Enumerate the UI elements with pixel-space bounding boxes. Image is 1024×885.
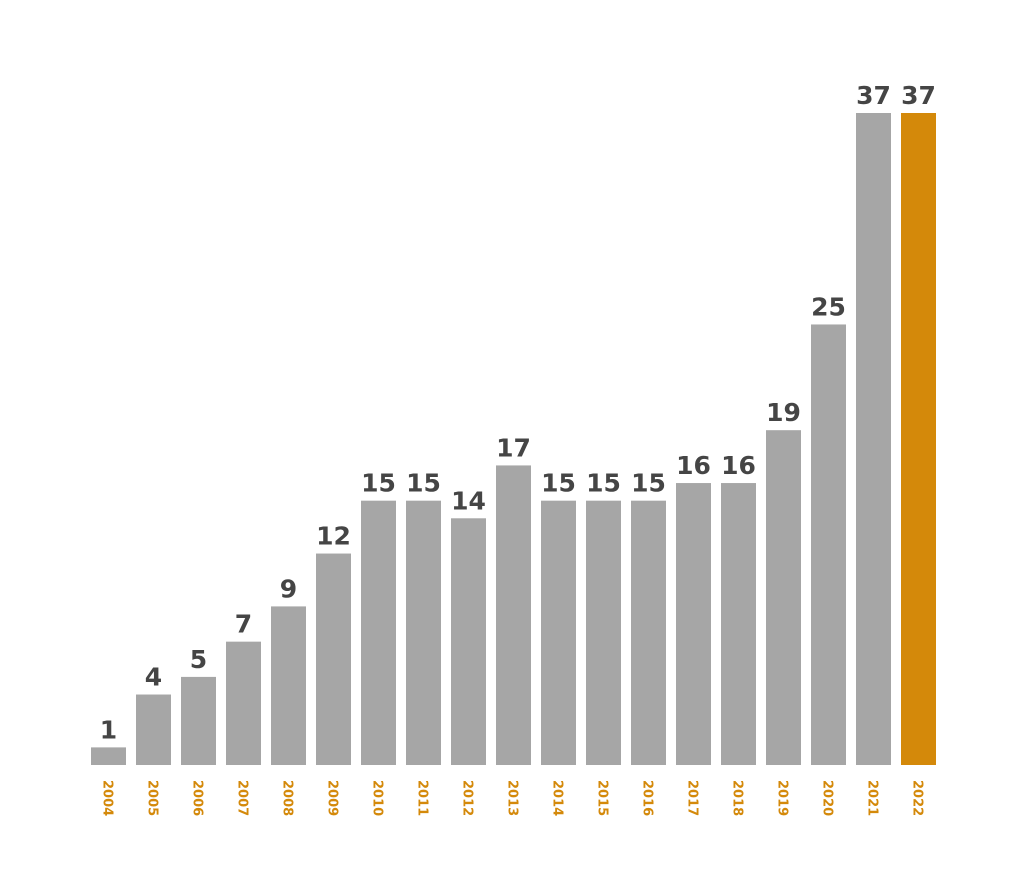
bar-2007 <box>226 641 261 765</box>
x-tick-labels-group: 2004 2005 2006 2007 2008 2009 2010 2011 2012 2013… <box>100 780 925 816</box>
bar-2017 <box>676 483 711 765</box>
x-tick-label-2008: 2008 <box>280 780 295 816</box>
value-label-2006: 5 <box>190 645 207 674</box>
value-label-2005: 4 <box>145 663 162 692</box>
x-tick-label-2007: 2007 <box>235 780 250 816</box>
x-tick-label-2013: 2013 <box>505 780 520 816</box>
bars-group <box>91 113 936 765</box>
bar-2006 <box>181 676 216 765</box>
x-tick-label-2005: 2005 <box>145 780 160 816</box>
x-tick-label-2015: 2015 <box>595 780 610 816</box>
value-label-2011: 15 <box>406 469 441 498</box>
value-label-2015: 15 <box>586 469 621 498</box>
value-label-2012: 14 <box>451 486 486 515</box>
value-label-2018: 16 <box>721 451 756 480</box>
value-label-2021: 37 <box>856 81 891 110</box>
bar-2011 <box>406 500 441 765</box>
x-tick-label-2004: 2004 <box>100 780 115 816</box>
bar-2022 <box>901 113 936 765</box>
x-tick-label-2020: 2020 <box>820 780 835 816</box>
bar-2012 <box>451 518 486 765</box>
bar-2005 <box>136 694 171 765</box>
value-label-2016: 15 <box>631 469 666 498</box>
x-tick-label-2021: 2021 <box>865 780 880 816</box>
value-label-2017: 16 <box>676 451 711 480</box>
bar-2015 <box>586 500 621 765</box>
value-label-2008: 9 <box>280 574 297 603</box>
x-tick-label-2009: 2009 <box>325 780 340 816</box>
bar-2019 <box>766 430 801 765</box>
x-tick-label-2022: 2022 <box>910 780 925 816</box>
value-label-2014: 15 <box>541 469 576 498</box>
x-tick-label-2016: 2016 <box>640 780 655 816</box>
value-label-2020: 25 <box>811 292 846 321</box>
x-tick-label-2018: 2018 <box>730 780 745 816</box>
bar-2013 <box>496 465 531 765</box>
x-tick-label-2019: 2019 <box>775 780 790 816</box>
value-label-2007: 7 <box>235 610 252 639</box>
value-label-2019: 19 <box>766 398 801 427</box>
value-label-2004: 1 <box>100 715 117 744</box>
bar-2014 <box>541 500 576 765</box>
x-tick-label-2014: 2014 <box>550 780 565 816</box>
bar-2004 <box>91 747 126 765</box>
value-label-2010: 15 <box>361 469 396 498</box>
bar-2016 <box>631 500 666 765</box>
value-label-2009: 12 <box>316 522 351 551</box>
bar-2018 <box>721 483 756 765</box>
bar-2010 <box>361 500 396 765</box>
bar-2009 <box>316 553 351 765</box>
bar-2020 <box>811 324 846 765</box>
x-tick-label-2012: 2012 <box>460 780 475 816</box>
x-tick-label-2011: 2011 <box>415 780 430 816</box>
x-tick-label-2006: 2006 <box>190 780 205 816</box>
value-label-2013: 17 <box>496 433 531 462</box>
bar-2021 <box>856 113 891 765</box>
bar-2008 <box>271 606 306 765</box>
x-tick-label-2010: 2010 <box>370 780 385 816</box>
value-label-2022: 37 <box>901 81 936 110</box>
x-tick-label-2017: 2017 <box>685 780 700 816</box>
